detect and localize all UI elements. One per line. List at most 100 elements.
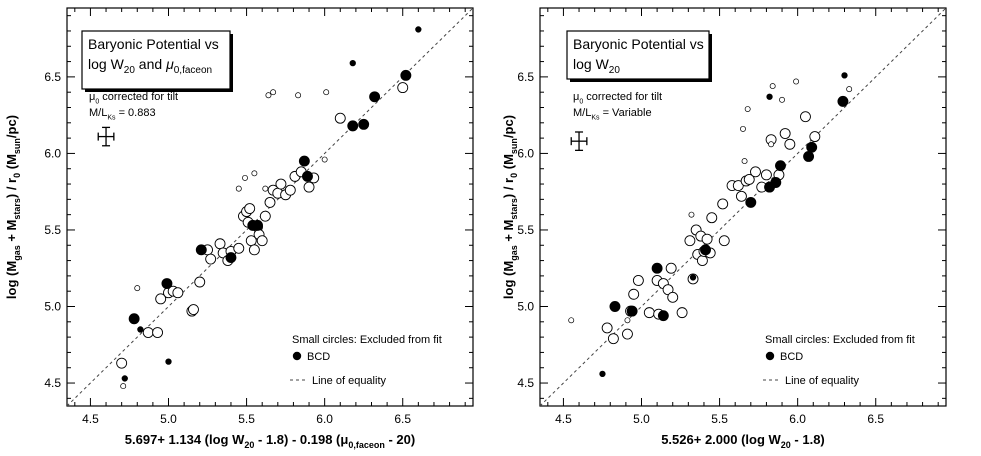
axis-ticks: 4.5 5.0 5.5 6.0 6.5 4.5 5.0 5.5 6.0 6.5 [517,8,946,426]
note-tilt-part: corrected for tilt [583,91,662,103]
galaxy-point [621,328,633,340]
axis-ticks: 4.5 5.0 5.5 6.0 6.5 4.5 5.0 5.5 6.0 6.5 [44,8,473,426]
galaxy-point [743,173,755,185]
note-ml-part: M/L [89,107,107,119]
galaxy-point [323,89,330,96]
title-box [566,30,710,80]
galaxy-point [769,83,776,90]
bcd-point [770,177,782,188]
legend-bcd: BCD [780,351,803,363]
note-ml-part: M/L [573,107,591,119]
galaxy-point [768,141,775,148]
galaxy-point [665,262,677,274]
bcd-point [837,95,849,107]
legend-excluded: Small circles: Excluded from fit [292,334,442,346]
x-tick-label: 4.5 [555,412,572,426]
chart-title-part: log W [573,56,610,72]
galaxy-point [242,174,248,181]
galaxy-point [264,196,276,208]
galaxy-point [120,383,127,390]
chart-title-part: log W [88,56,125,72]
x-axis-label: 5.697+ 1.134 (log W20 - 1.8) - 0.198 (μ0… [125,432,415,450]
chart-title-part: μ [165,56,174,72]
galaxy-point [740,125,746,132]
galaxy-point [134,285,141,292]
bcd-point [775,160,786,172]
bcd-point [252,219,263,231]
legend-equality: Line of equality [785,375,859,387]
x-axis-label-part: μ [340,432,348,447]
note-ml-part: = Variable [600,107,652,119]
y-tick-label: 5.5 [517,223,534,237]
galaxy-point [397,82,409,94]
galaxy-point [275,178,287,190]
x-tick-label: 6.5 [867,412,884,426]
x-axis-label-part: 5.526+ 2.000 (log W [661,432,781,447]
bcd-point [700,244,711,256]
y-axis-label-part: (M [501,154,516,173]
note-ml-part: = 0.883 [116,107,156,119]
galaxy-point [270,89,277,96]
bcd-point [121,375,128,382]
y-axis-label-part: gas [509,245,519,261]
x-tick-label: 4.5 [82,412,99,426]
x-axis-label-part: - 1.8) - 0.198 ( [254,432,341,447]
bcd-point [349,59,356,67]
galaxy-point [194,276,206,288]
x-tick-label: 6.5 [394,412,411,426]
note-ml: M/LKs = Variable [573,107,652,121]
y-axis-label: log (Mgas + Mstars) / r0 (Msun/pc) [501,115,519,299]
galaxy-point [750,166,761,178]
x-axis-label-part: 20 [781,440,791,450]
y-tick-label: 5.5 [44,223,61,237]
bcd-point [161,278,173,289]
chart-title-line2: log W20 [573,56,620,76]
note-tilt-part: 0 [579,98,583,105]
bcd-point [225,252,237,263]
chart-panel-left: 4.5 5.0 5.5 6.0 6.5 4.5 5.0 5.5 6.0 6.5 Baryonic … [4,7,474,450]
bcd-point [369,91,381,103]
y-tick-label: 4.5 [517,376,534,390]
x-tick-label: 5.0 [160,412,177,426]
galaxy-point [717,198,729,210]
y-axis-label-group: log (Mgas + Mstars) / r0 (Msun/pc) [501,115,519,299]
note-tilt: μ0 corrected for tilt [573,91,662,105]
y-axis-label-part: + M [4,220,19,246]
galaxy-point [334,112,346,124]
legend-equality: Line of equality [312,375,386,387]
y-axis-label-part: stars [12,198,22,220]
note-tilt-part: μ [89,91,95,103]
legend-bcd-marker [292,351,302,361]
legend-excluded: Small circles: Excluded from fit [765,334,915,346]
galaxy-point [684,235,696,247]
y-axis-label-part: /pc) [4,115,19,138]
legend-bcd: BCD [307,351,330,363]
note-tilt-part: μ [573,91,579,103]
y-axis-label-part: gas [12,245,22,261]
bcd-point [745,196,757,208]
galaxy-point [262,185,269,192]
y-axis-label-part: log (M [4,261,19,299]
bcd-point [137,326,144,333]
y-tick-label: 6.5 [517,70,534,84]
galaxy-point [259,210,271,222]
note-tilt-part: corrected for tilt [99,91,178,103]
galaxy-point [706,212,718,224]
x-axis-label-part: 5.697+ 1.134 (log W [125,432,245,447]
galaxy-point [284,184,296,196]
galaxy-point [624,317,631,324]
galaxy-point [235,185,242,192]
galaxy-point [760,169,772,181]
x-axis-label-part: - 1.8) [791,432,825,447]
chart-title-part: 20 [124,65,136,76]
bcd-point [358,118,370,130]
galaxy-point [205,253,217,265]
bcd-point [298,155,310,167]
galaxy-point [214,238,226,250]
galaxy-point [244,203,256,214]
bcd-point [841,72,848,79]
galaxy-point [568,317,575,324]
galaxy-point [744,106,751,112]
galaxy-point [303,181,315,193]
